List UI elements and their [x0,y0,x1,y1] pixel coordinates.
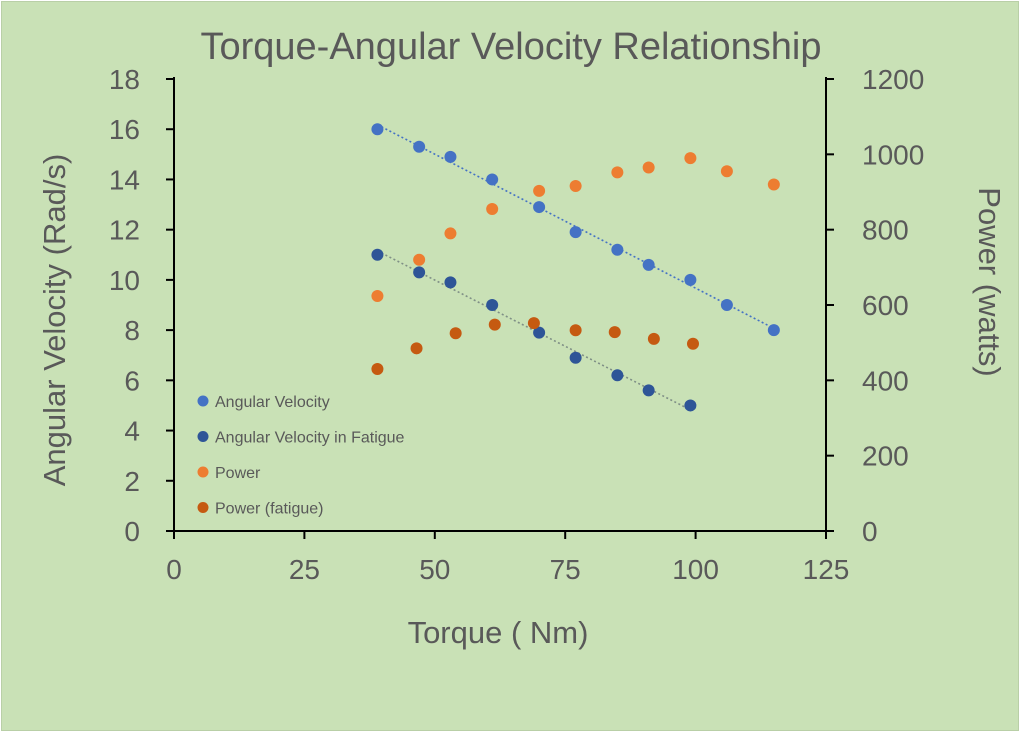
point-power-fatigue [371,363,384,376]
point-power [611,166,624,179]
x-tick-label: 25 [289,554,320,585]
point-power-fatigue [686,337,699,350]
axes: 0 25 50 75 100 125 0 2 4 6 8 10 12 14 16 18 0 200 400 600 80… [109,64,924,585]
legend-label: Angular Velocity in Fatigue [215,430,405,447]
point-angular-velocity-in-fatigue [444,276,457,289]
point-angular-velocity [684,273,697,286]
y-tick-label: 6 [124,365,140,396]
y2-tick-label: 400 [862,365,909,396]
point-power [486,202,499,215]
legend-marker [197,431,209,442]
legend-marker [197,502,209,513]
point-power-fatigue [647,332,660,345]
y-tick-label: 14 [109,164,140,195]
point-power [371,289,384,302]
point-angular-velocity-in-fatigue [642,384,655,397]
y-tick-label: 10 [109,265,140,296]
point-angular-velocity-in-fatigue [569,351,582,364]
y2-tick-label: 1200 [862,64,924,95]
legend: Angular Velocity Angular Velocity in Fati… [197,394,405,518]
point-power [569,179,582,192]
y-tick-label: 18 [109,64,140,95]
x-tick-label: 75 [550,554,581,585]
point-power-fatigue [449,327,462,340]
point-angular-velocity [486,173,499,186]
point-angular-velocity [642,258,655,271]
y2-tick-label: 0 [862,516,878,547]
point-power [684,152,697,165]
point-power [413,253,426,266]
point-power [444,227,457,240]
point-power-fatigue [608,326,621,339]
point-angular-velocity-in-fatigue [684,399,697,412]
y2-tick-label: 200 [862,441,909,472]
x-tick-label: 50 [419,554,450,585]
point-power-fatigue [410,342,423,355]
y2-tick-label: 1000 [862,139,924,170]
y-axis-label: Angular Velocity (Rad/s) [37,154,72,487]
x-tick-label: 0 [166,554,182,585]
point-angular-velocity [720,299,733,311]
legend-marker [197,466,209,478]
y-tick-label: 4 [124,416,140,447]
y2-tick-label: 600 [862,290,909,321]
point-angular-velocity-in-fatigue [413,266,426,279]
point-angular-velocity-in-fatigue [486,299,499,311]
point-power-fatigue [527,317,540,330]
x-axis-label: Torque ( Nm) [408,615,589,650]
point-angular-velocity-in-fatigue [611,369,624,382]
point-angular-velocity [444,150,457,163]
point-power [767,178,780,191]
point-angular-velocity [413,140,426,153]
x-tick-label: 100 [672,554,719,585]
point-angular-velocity-in-fatigue [533,326,546,339]
legend-label: Power (fatigue) [215,501,324,518]
y2-tick-label: 800 [862,215,909,246]
y-tick-label: 12 [109,215,140,246]
y-tick-label: 2 [124,466,140,497]
point-angular-velocity [533,201,546,214]
chart-title: Torque-Angular Velocity Relationship [200,26,821,68]
data-points [371,123,780,412]
point-power-fatigue [488,318,501,331]
point-angular-velocity-in-fatigue [371,248,384,261]
trendlines [377,123,775,411]
point-power [642,161,655,174]
point-angular-velocity [611,243,624,256]
y-tick-label: 0 [124,516,140,547]
y-tick-label: 16 [109,114,140,145]
point-power [533,184,546,197]
x-tick-label: 125 [803,554,850,585]
point-power-fatigue [569,324,582,337]
point-power [720,165,733,178]
y-tick-label: 8 [124,315,140,346]
point-angular-velocity [371,123,384,136]
legend-label: Power [215,465,261,482]
point-angular-velocity [767,324,780,337]
legend-marker [197,395,209,407]
legend-label: Angular Velocity [215,394,330,411]
y2-axis-label: Power (watts) [972,187,1007,376]
point-angular-velocity [569,226,582,239]
